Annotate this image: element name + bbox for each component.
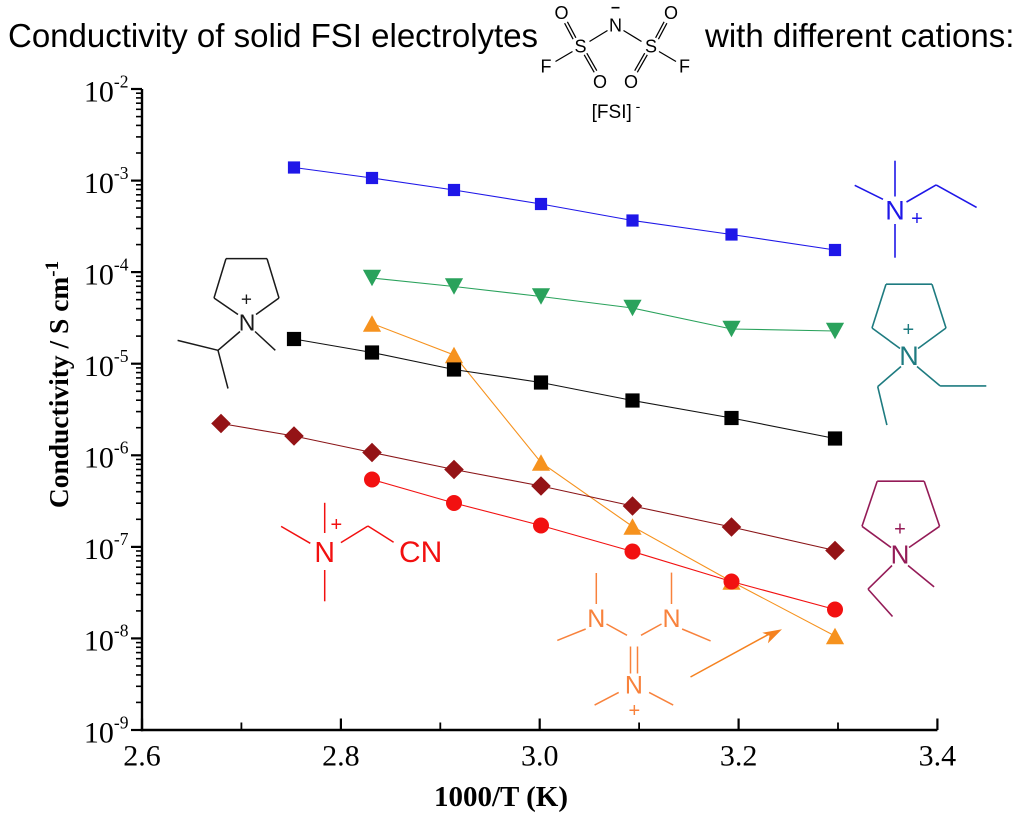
svg-text:N: N <box>885 196 905 226</box>
svg-text:S: S <box>645 37 657 57</box>
svg-text:CN: CN <box>399 536 442 569</box>
svg-text:+: + <box>894 519 906 541</box>
svg-text:Conductivity / S cm-1: Conductivity / S cm-1 <box>42 261 74 508</box>
svg-text:O: O <box>664 3 678 23</box>
svg-text:O: O <box>593 72 607 92</box>
svg-text:N: N <box>609 16 622 36</box>
svg-text:3.0: 3.0 <box>521 739 559 772</box>
svg-text:10-9: 10-9 <box>84 712 129 749</box>
svg-text:N: N <box>314 537 335 569</box>
svg-text:+: + <box>241 290 252 311</box>
svg-text:S: S <box>574 37 586 57</box>
svg-text:N: N <box>891 540 910 570</box>
svg-text:F: F <box>679 57 690 77</box>
svg-text:10-4: 10-4 <box>84 254 129 291</box>
svg-text:+: + <box>330 514 342 536</box>
svg-text:2.8: 2.8 <box>322 739 360 772</box>
svg-text:N: N <box>662 605 680 633</box>
svg-text:2.6: 2.6 <box>123 739 161 772</box>
svg-text:3.2: 3.2 <box>720 739 758 772</box>
svg-text:+: + <box>911 208 923 230</box>
svg-text:+: + <box>629 700 641 722</box>
svg-text:N: N <box>239 310 256 336</box>
svg-text:O: O <box>554 3 568 23</box>
svg-text:N: N <box>625 672 643 700</box>
svg-text:N: N <box>587 605 605 633</box>
svg-text:Conductivity of solid FSI elec: Conductivity of solid FSI electrolytes <box>8 17 538 54</box>
svg-text:+: + <box>903 319 915 341</box>
svg-text:N: N <box>899 341 919 371</box>
svg-text:with different cations:: with different cations: <box>704 17 1014 54</box>
svg-text:O: O <box>624 72 638 92</box>
svg-text:F: F <box>541 57 552 77</box>
svg-text:1000/T (K): 1000/T (K) <box>434 781 568 813</box>
svg-text:3.4: 3.4 <box>919 739 957 772</box>
